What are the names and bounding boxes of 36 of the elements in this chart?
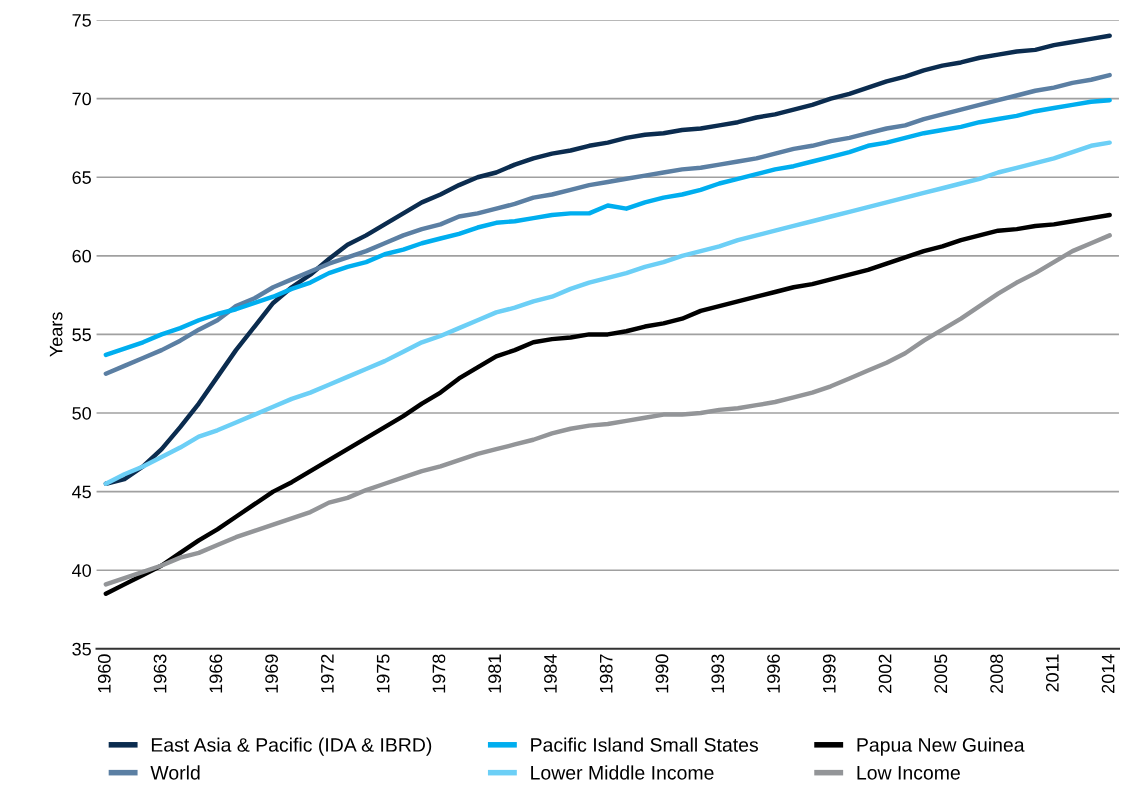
x-tick-label: 1990 [655, 654, 669, 693]
y-tick-label: 65 [72, 171, 91, 184]
x-tick-label: 2005 [934, 654, 948, 693]
x-tick-label: 1993 [711, 654, 725, 693]
legend-label: East Asia & Pacific (IDA & IBRD) [151, 737, 432, 756]
y-tick-label: 60 [72, 249, 91, 263]
x-tick-label: 1975 [376, 654, 390, 693]
x-tick-label: 1972 [320, 654, 334, 693]
x-tick-label: 1978 [432, 654, 446, 693]
y-tick-label: 35 [72, 642, 91, 656]
legend-label: Pacific Island Small States [531, 737, 759, 752]
x-tick-label: 1966 [209, 654, 223, 693]
y-tick-label: 40 [72, 564, 91, 577]
x-tick-label: 1969 [265, 654, 278, 693]
y-tick-label: 55 [72, 328, 91, 342]
x-tick-label: 2014 [1101, 654, 1115, 693]
y-tick-label: 45 [72, 485, 91, 499]
x-tick-label: 1963 [153, 654, 167, 693]
legend-label: Papua New Guinea [857, 737, 1025, 756]
x-tick-label: 2011 [1045, 654, 1059, 692]
y-tick-label: 70 [72, 92, 91, 106]
x-tick-label: 1999 [822, 654, 836, 693]
line-series [103, 140, 1112, 486]
y-tick-label: 75 [72, 14, 91, 27]
x-tick-label: 1996 [767, 654, 780, 693]
legend-label: Lower Middle Income [531, 765, 714, 780]
legend-label: World [150, 765, 200, 780]
x-tick-label: 1981 [488, 654, 502, 693]
y-tick-label: 50 [72, 406, 91, 420]
x-tick-label: 1960 [97, 654, 111, 693]
y-axis-title: Years [49, 312, 63, 357]
legend-label: Low Income [857, 766, 960, 780]
x-tick-label: 2008 [990, 654, 1003, 693]
x-tick-label: 2002 [878, 654, 892, 693]
x-tick-label: 1987 [599, 654, 613, 693]
x-tick-label: 1984 [544, 654, 557, 693]
